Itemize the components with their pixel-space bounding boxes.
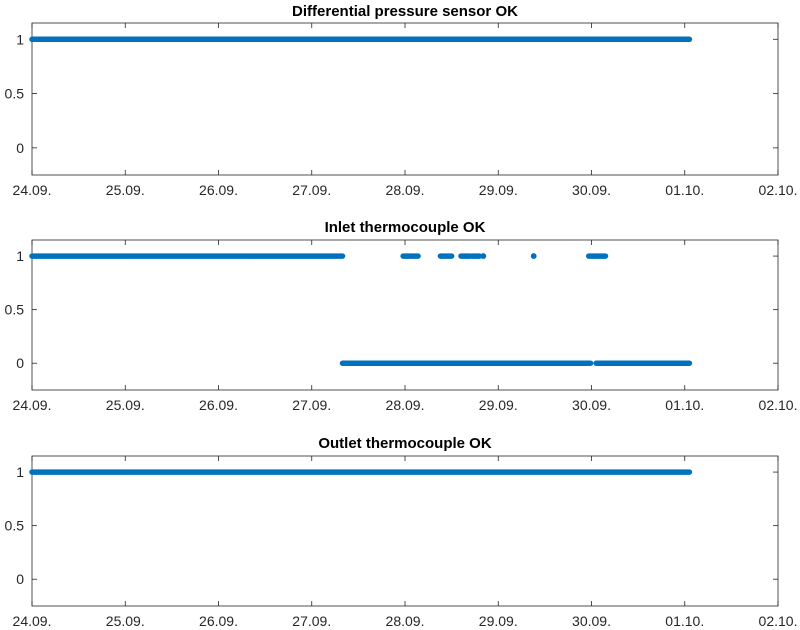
x-tick-label: 26.09. bbox=[199, 397, 238, 413]
x-tick-label: 01.10. bbox=[665, 397, 704, 413]
x-tick-label: 26.09. bbox=[199, 613, 238, 629]
data-point bbox=[480, 253, 487, 259]
x-tick-label: 24.09. bbox=[13, 397, 52, 413]
y-tick-label: 0.5 bbox=[5, 518, 25, 534]
x-tick-label: 25.09. bbox=[106, 182, 145, 198]
y-tick-label: 1 bbox=[16, 464, 24, 480]
x-tick-label: 30.09. bbox=[572, 182, 611, 198]
x-tick-label: 02.10. bbox=[759, 397, 798, 413]
data-point bbox=[530, 253, 537, 259]
chart-title: Inlet thermocouple OK bbox=[325, 219, 486, 236]
x-tick-label: 30.09. bbox=[572, 397, 611, 413]
x-tick-label: 29.09. bbox=[479, 182, 518, 198]
x-tick-label: 02.10. bbox=[759, 182, 798, 198]
x-tick-label: 27.09. bbox=[292, 182, 331, 198]
y-tick-label: 0 bbox=[16, 571, 24, 587]
chart-title: Differential pressure sensor OK bbox=[292, 3, 518, 20]
x-tick-label: 24.09. bbox=[13, 613, 52, 629]
x-tick-label: 25.09. bbox=[106, 397, 145, 413]
y-tick-label: 0.5 bbox=[5, 302, 25, 318]
series-status bbox=[29, 253, 693, 366]
y-tick-label: 0 bbox=[16, 140, 24, 156]
y-tick-label: 0 bbox=[16, 355, 24, 371]
x-tick-label: 28.09. bbox=[386, 397, 425, 413]
chart-title: Outlet thermocouple OK bbox=[318, 435, 492, 452]
x-tick-label: 30.09. bbox=[572, 613, 611, 629]
x-tick-label: 01.10. bbox=[665, 182, 704, 198]
x-tick-label: 24.09. bbox=[13, 182, 52, 198]
chart-panel-2: Inlet thermocouple OK 24.09. 25.09. 26.09. 2… bbox=[5, 219, 798, 413]
chart-panel-3: Outlet thermocouple OK 24.09. 25.09. 26.09.… bbox=[5, 435, 798, 629]
x-tick-label: 26.09. bbox=[199, 182, 238, 198]
x-tick-label: 27.09. bbox=[292, 397, 331, 413]
x-tick-label: 25.09. bbox=[106, 613, 145, 629]
chart-panel-1: Differential pressure sensor OK 24.09. 25.… bbox=[5, 3, 798, 198]
y-tick-label: 1 bbox=[16, 31, 24, 47]
x-tick-label: 29.09. bbox=[479, 613, 518, 629]
x-tick-label: 29.09. bbox=[479, 397, 518, 413]
y-tick-label: 0.5 bbox=[5, 86, 25, 102]
x-tick-label: 28.09. bbox=[386, 182, 425, 198]
x-tick-label: 28.09. bbox=[386, 613, 425, 629]
x-tick-label: 01.10. bbox=[665, 613, 704, 629]
y-tick-label: 1 bbox=[16, 248, 24, 264]
x-tick-label: 02.10. bbox=[759, 613, 798, 629]
x-tick-label: 27.09. bbox=[292, 613, 331, 629]
